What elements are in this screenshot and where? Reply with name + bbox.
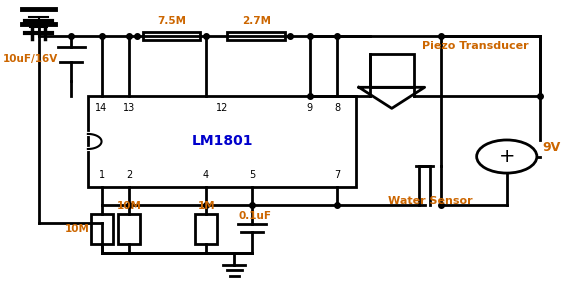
Text: 14: 14 [95,103,108,113]
Text: 10uF/16V: 10uF/16V [3,54,58,64]
Text: 1M: 1M [198,201,215,211]
Text: 7: 7 [334,169,340,180]
Text: 13: 13 [123,103,135,113]
Text: Piezo Transducer: Piezo Transducer [422,41,528,51]
Text: 5: 5 [249,169,255,180]
Text: 0.1uF: 0.1uF [238,211,271,221]
Text: Water Sensor: Water Sensor [388,196,472,206]
Text: 2.7M: 2.7M [242,16,271,26]
Text: 9: 9 [307,103,312,113]
FancyBboxPatch shape [195,214,216,244]
Text: 10M: 10M [64,224,89,234]
FancyBboxPatch shape [370,54,414,87]
Text: 4: 4 [202,169,208,180]
Text: 9V: 9V [542,141,560,154]
Text: 1: 1 [98,169,105,180]
Text: 2: 2 [126,169,132,180]
Text: 8: 8 [334,103,340,113]
Text: +: + [498,147,515,166]
Text: 7.5M: 7.5M [157,16,186,26]
FancyBboxPatch shape [90,214,112,244]
Text: 10M: 10M [116,201,141,211]
Text: 12: 12 [216,103,228,113]
Text: LM1801: LM1801 [192,135,253,148]
FancyBboxPatch shape [142,32,200,40]
FancyBboxPatch shape [228,32,285,40]
FancyBboxPatch shape [118,214,140,244]
FancyBboxPatch shape [88,96,356,187]
